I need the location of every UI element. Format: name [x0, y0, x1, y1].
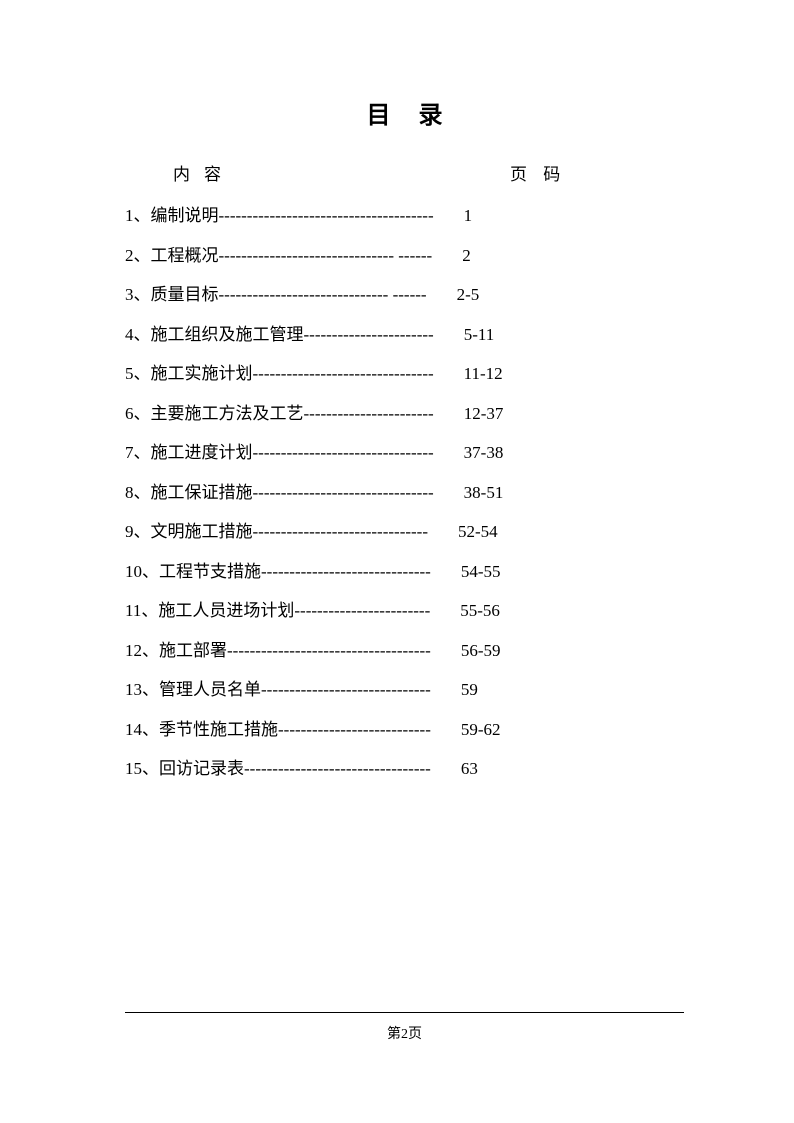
toc-page: 56-59 [461, 638, 501, 664]
toc-num: 3、 [125, 282, 151, 308]
toc-dashes: ------------------------ [294, 598, 430, 624]
toc-page: 2-5 [457, 282, 480, 308]
toc-page: 59-62 [461, 717, 501, 743]
toc-num: 14、 [125, 717, 159, 743]
toc-dashes: ------------------------------- [253, 519, 429, 545]
toc-label: 施工实施计划 [151, 361, 253, 387]
page-title: 目录 [125, 95, 684, 130]
toc-label: 文明施工措施 [151, 519, 253, 545]
toc-dashes: ------------------------------------ [227, 638, 431, 664]
toc-dashes: ----------------------- [304, 322, 434, 348]
toc-num: 12、 [125, 638, 159, 664]
toc-num: 1、 [125, 203, 151, 229]
toc-entry: 14、 季节性施工措施 --------------------------- … [125, 717, 684, 743]
footer-divider [125, 1012, 684, 1013]
toc-dashes: ----------------------- [304, 401, 434, 427]
toc-label: 施工人员进场计划 [158, 598, 294, 624]
toc-page: 1 [464, 203, 473, 229]
toc-num: 13、 [125, 677, 159, 703]
toc-entry: 6、 主要施工方法及工艺 ----------------------- 12-… [125, 401, 684, 427]
toc-label: 施工组织及施工管理 [151, 322, 304, 348]
toc-page: 59 [461, 677, 478, 703]
page-number: 第2页 [125, 1023, 684, 1043]
toc-entry: 10、 工程节支措施 -----------------------------… [125, 559, 684, 585]
toc-page: 5-11 [464, 322, 495, 348]
toc-page: 63 [461, 756, 478, 782]
toc-num: 6、 [125, 401, 151, 427]
toc-num: 9、 [125, 519, 151, 545]
toc-entry: 8、 施工保证措施 ------------------------------… [125, 480, 684, 506]
toc-page: 12-37 [464, 401, 504, 427]
toc-entry: 13、 管理人员名单 -----------------------------… [125, 677, 684, 703]
toc-num: 2、 [125, 243, 151, 269]
toc-page: 54-55 [461, 559, 501, 585]
toc-page: 38-51 [464, 480, 504, 506]
toc-label: 管理人员名单 [159, 677, 261, 703]
header-page-label: 页 码 [510, 160, 566, 185]
toc-label: 工程节支措施 [159, 559, 261, 585]
toc-num: 11、 [125, 598, 158, 624]
toc-entry: 7、 施工进度计划 ------------------------------… [125, 440, 684, 466]
toc-label: 施工进度计划 [151, 440, 253, 466]
toc-entry: 9、 文明施工措施 ------------------------------… [125, 519, 684, 545]
toc-entry: 12、 施工部署 -------------------------------… [125, 638, 684, 664]
toc-entry: 15、 回访记录表 ------------------------------… [125, 756, 684, 782]
toc-label: 施工保证措施 [151, 480, 253, 506]
toc-label: 编制说明 [151, 203, 219, 229]
toc-label: 主要施工方法及工艺 [151, 401, 304, 427]
toc-entry: 3、 质量目标 ------------------------------ -… [125, 282, 684, 308]
toc-entry: 2、 工程概况 ------------------------------- … [125, 243, 684, 269]
toc-dashes: -------------------------------------- [219, 203, 434, 229]
toc-entry: 4、 施工组织及施工管理 ----------------------- 5-1… [125, 322, 684, 348]
toc-dashes: -------------------------------- [253, 480, 434, 506]
toc-entry: 5、 施工实施计划 ------------------------------… [125, 361, 684, 387]
toc-label: 季节性施工措施 [159, 717, 278, 743]
toc-num: 5、 [125, 361, 151, 387]
toc-page: 37-38 [464, 440, 504, 466]
toc-page: 52-54 [458, 519, 498, 545]
toc-dashes: ------------------------------ [261, 677, 431, 703]
toc-dashes: ------------------------------- ------ [219, 243, 433, 269]
toc-label: 工程概况 [151, 243, 219, 269]
toc-label: 质量目标 [151, 282, 219, 308]
toc-dashes: --------------------------------- [244, 756, 431, 782]
toc-page: 11-12 [464, 361, 503, 387]
toc-num: 4、 [125, 322, 151, 348]
toc-dashes: ------------------------------ ------ [219, 282, 427, 308]
toc-dashes: ------------------------------ [261, 559, 431, 585]
toc-dashes: --------------------------- [278, 717, 431, 743]
toc-num: 7、 [125, 440, 151, 466]
toc-num: 15、 [125, 756, 159, 782]
toc-page: 2 [462, 243, 471, 269]
toc-num: 10、 [125, 559, 159, 585]
toc-dashes: -------------------------------- [253, 440, 434, 466]
toc-page: 55-56 [460, 598, 500, 624]
page-footer: 第2页 [125, 1012, 684, 1043]
toc-label: 回访记录表 [159, 756, 244, 782]
toc-dashes: -------------------------------- [253, 361, 434, 387]
toc-label: 施工部署 [159, 638, 227, 664]
toc-entry: 1、 编制说明 --------------------------------… [125, 203, 684, 229]
toc-entry: 11、 施工人员进场计划 ------------------------ 55… [125, 598, 684, 624]
toc-header: 内容 页 码 [125, 160, 684, 185]
toc-num: 8、 [125, 480, 151, 506]
header-content-label: 内容 [173, 160, 235, 185]
